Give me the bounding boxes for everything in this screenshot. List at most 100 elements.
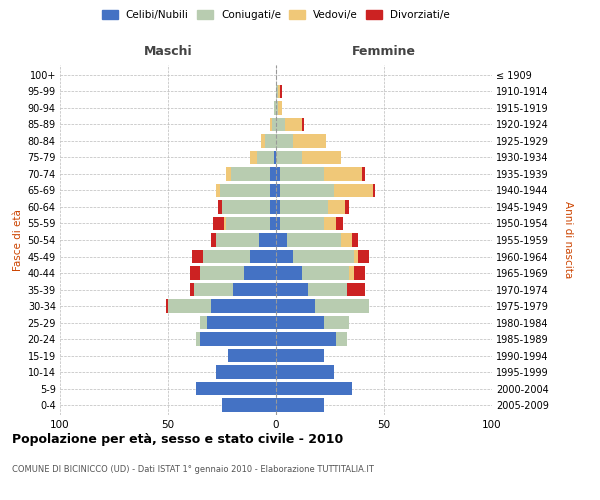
Bar [323,216,337,230]
Bar [276,300,315,313]
Bar [269,200,276,214]
Bar [168,300,211,313]
Bar [222,398,276,412]
Bar [272,118,276,131]
Bar [280,167,323,180]
Bar [229,349,276,362]
Bar [354,266,365,280]
Bar [269,184,276,197]
Bar [194,283,233,296]
Bar [345,200,349,214]
Bar [293,250,354,264]
Bar [347,283,365,296]
Bar [226,216,269,230]
Bar [276,134,293,147]
Bar [214,216,224,230]
Bar [276,366,334,379]
Bar [293,134,326,147]
Bar [222,200,269,214]
Bar [244,266,276,280]
Bar [269,216,276,230]
Bar [276,382,352,396]
Bar [276,84,278,98]
Bar [284,118,302,131]
Bar [276,316,323,330]
Bar [328,200,345,214]
Bar [276,266,302,280]
Bar [276,167,280,180]
Bar [215,184,220,197]
Bar [224,216,226,230]
Bar [211,300,276,313]
Bar [192,250,203,264]
Bar [349,266,354,280]
Bar [203,250,250,264]
Bar [196,382,276,396]
Bar [259,233,276,247]
Bar [250,150,257,164]
Bar [276,349,323,362]
Bar [354,250,358,264]
Bar [218,200,222,214]
Y-axis label: Fasce di età: Fasce di età [13,209,23,271]
Text: COMUNE DI BICINICCO (UD) - Dati ISTAT 1° gennaio 2010 - Elaborazione TUTTITALIA.: COMUNE DI BICINICCO (UD) - Dati ISTAT 1°… [12,466,374,474]
Bar [261,134,265,147]
Bar [373,184,376,197]
Bar [200,266,244,280]
Bar [207,316,276,330]
Bar [280,200,328,214]
Bar [308,283,347,296]
Text: Popolazione per età, sesso e stato civile - 2010: Popolazione per età, sesso e stato civil… [12,432,343,446]
Bar [276,233,287,247]
Bar [362,167,365,180]
Bar [220,184,269,197]
Bar [257,150,274,164]
Bar [302,118,304,131]
Bar [215,233,259,247]
Bar [200,316,207,330]
Bar [276,184,280,197]
Bar [280,84,283,98]
Bar [334,184,373,197]
Bar [211,233,215,247]
Bar [287,233,341,247]
Y-axis label: Anni di nascita: Anni di nascita [563,202,573,278]
Bar [265,134,276,147]
Bar [215,366,276,379]
Bar [278,101,283,114]
Bar [276,332,337,346]
Bar [190,266,200,280]
Bar [276,118,284,131]
Bar [226,167,230,180]
Bar [250,250,276,264]
Bar [280,184,334,197]
Bar [315,300,369,313]
Bar [276,398,323,412]
Bar [166,300,168,313]
Legend: Celibi/Nubili, Coniugati/e, Vedovi/e, Divorziati/e: Celibi/Nubili, Coniugati/e, Vedovi/e, Di… [102,10,450,20]
Bar [230,167,269,180]
Bar [276,101,278,114]
Bar [269,167,276,180]
Bar [358,250,369,264]
Text: Maschi: Maschi [143,44,193,58]
Bar [274,101,276,114]
Bar [276,150,302,164]
Bar [196,332,200,346]
Bar [269,118,272,131]
Bar [323,316,349,330]
Bar [276,216,280,230]
Bar [200,332,276,346]
Bar [337,216,343,230]
Bar [302,150,341,164]
Bar [341,233,352,247]
Bar [280,216,323,230]
Bar [274,150,276,164]
Bar [352,233,358,247]
Bar [276,200,280,214]
Bar [276,250,293,264]
Bar [302,266,349,280]
Bar [278,84,280,98]
Text: Femmine: Femmine [352,44,416,58]
Bar [233,283,276,296]
